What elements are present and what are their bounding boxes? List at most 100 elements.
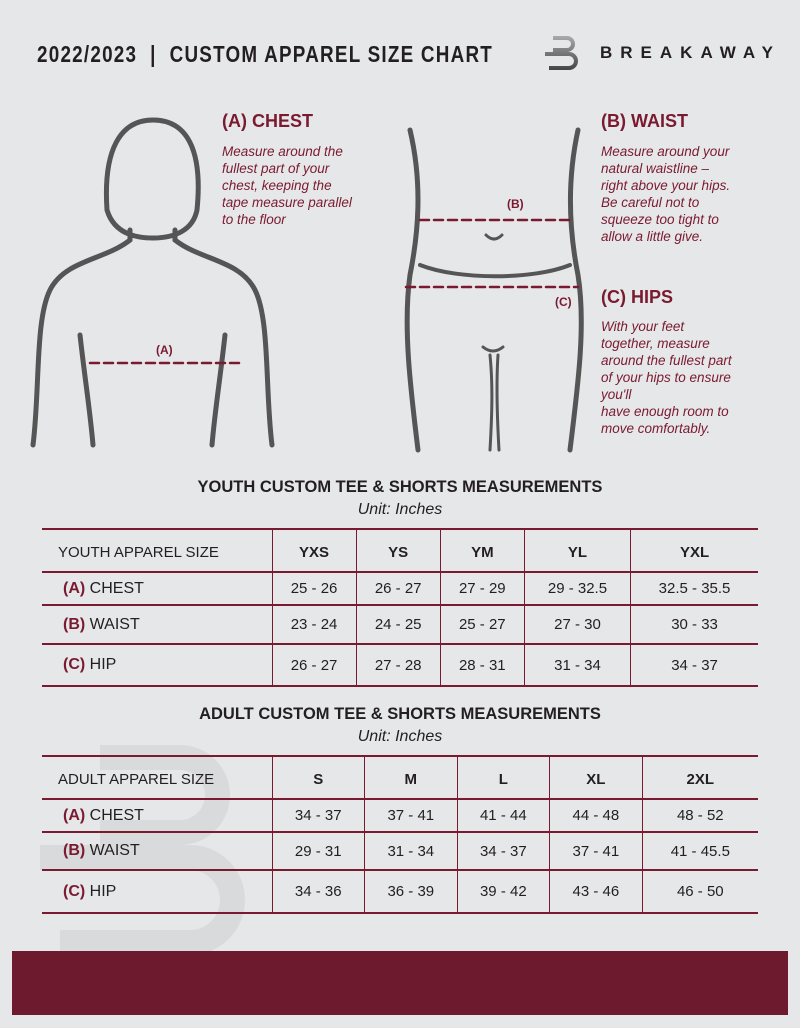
table-row: (C) HIP 34 - 36 36 - 39 39 - 42 43 - 46 46 - … <box>42 869 758 914</box>
row-name: CHEST <box>89 806 144 824</box>
text-line: Be careful not to <box>601 195 700 210</box>
table-cell: 41 - 44 <box>456 798 550 833</box>
text-line: tape measure parallel <box>222 195 352 210</box>
table-cell: 25 - 27 <box>439 604 525 645</box>
table-cell: 44 - 48 <box>549 798 643 833</box>
hips-heading: (C) HIPS <box>601 287 673 307</box>
table-row: (B) WAIST 23 - 24 24 - 25 25 - 27 27 - 30 30 … <box>42 604 758 645</box>
column-header: XL <box>549 755 643 800</box>
brand-name: BREAKAWAY <box>600 43 781 62</box>
table-cell: 28 - 31 <box>439 643 525 687</box>
text-line: Measure around the <box>222 144 343 159</box>
table-cell: 25 - 26 <box>271 571 357 606</box>
text-line: squeeze too tight to <box>601 212 719 227</box>
column-header: 2XL <box>641 755 758 800</box>
table-cell: 34 - 37 <box>271 798 365 833</box>
column-header: YS <box>355 528 441 573</box>
row-name: WAIST <box>89 615 140 633</box>
table-cell: 41 - 45.5 <box>641 831 758 871</box>
table-row: (A) CHEST 34 - 37 37 - 41 41 - 44 44 - 48 48 … <box>42 798 758 833</box>
row-name: HIP <box>89 656 117 673</box>
text-line: Measure around your <box>601 144 730 159</box>
row-label: (C) HIP <box>42 643 272 687</box>
text-line: chest, keeping the <box>222 178 332 193</box>
youth-table-title: YOUTH CUSTOM TEE & SHORTS MEASUREMENTS <box>197 478 603 496</box>
youth-unit: Unit: Inches <box>357 501 443 518</box>
table-cell: 29 - 32.5 <box>523 571 631 606</box>
table-cell: 26 - 27 <box>355 571 441 606</box>
table-cell: 26 - 27 <box>271 643 357 687</box>
row-label: (B) WAIST <box>42 604 272 645</box>
hips-instructions: With your feet together, measure around th… <box>601 318 732 437</box>
row-label: (A) CHEST <box>42 571 272 606</box>
header-row: ADULT APPAREL SIZE S M L XL 2XL <box>42 755 758 800</box>
text-line: of your hips to ensure <box>601 370 731 385</box>
column-header: YM <box>439 528 525 573</box>
text-line: right above your hips. <box>601 178 731 193</box>
text-line: have enough room to <box>601 404 729 419</box>
upper-body-illustration <box>30 117 275 448</box>
column-header: L <box>456 755 550 800</box>
text-line: move comfortably. <box>601 421 711 436</box>
page-title: 2022/2023 | CUSTOM APPAREL SIZE CHART <box>37 41 494 67</box>
table-cell: 23 - 24 <box>271 604 357 645</box>
text-line: With your feet <box>601 319 685 334</box>
table-cell: 31 - 34 <box>523 643 631 687</box>
hips-marker: (C) <box>555 295 572 309</box>
table-cell: 27 - 28 <box>355 643 441 687</box>
table-cell: 37 - 41 <box>549 831 643 871</box>
row-letter: (A) <box>63 579 86 597</box>
table-row: (A) CHEST 25 - 26 26 - 27 27 - 29 29 - 32.5 3… <box>42 571 758 606</box>
waist-heading: (B) WAIST <box>601 111 688 131</box>
text-line: you'll <box>601 387 632 402</box>
row-label: (B) WAIST <box>42 831 272 871</box>
column-header: YXL <box>630 528 758 573</box>
table-row: (C) HIP 26 - 27 27 - 28 28 - 31 31 - 34 34 - … <box>42 643 758 687</box>
table-cell: 30 - 33 <box>630 604 758 645</box>
row-letter: (B) <box>63 615 86 633</box>
table-cell: 31 - 34 <box>364 831 458 871</box>
table-cell: 39 - 42 <box>456 869 550 914</box>
table-cell: 36 - 39 <box>364 869 458 914</box>
table-cell: 27 - 30 <box>523 604 631 645</box>
row-letter: (A) <box>63 806 86 824</box>
table-cell: 24 - 25 <box>355 604 441 645</box>
table-row: (B) WAIST 29 - 31 31 - 34 34 - 37 37 - 41 41 … <box>42 831 758 871</box>
text-line: to the floor <box>222 212 286 227</box>
adult-table-title: ADULT CUSTOM TEE & SHORTS MEASUREMENTS <box>199 705 601 723</box>
text-line: together, measure <box>601 336 710 351</box>
adult-size-table: ADULT APPAREL SIZE S M L XL 2XL (A) CHEST 34 - … <box>42 755 758 914</box>
text-line: allow a little give. <box>601 229 704 244</box>
table-cell: 34 - 36 <box>271 869 365 914</box>
column-header: YL <box>523 528 631 573</box>
table-cell: 34 - 37 <box>630 643 758 687</box>
column-header: M <box>364 755 458 800</box>
row-label: (A) CHEST <box>42 798 272 833</box>
adult-unit: Unit: Inches <box>357 728 443 745</box>
table-cell: 27 - 29 <box>439 571 525 606</box>
row-name: WAIST <box>89 842 140 859</box>
row-letter: (B) <box>63 842 86 859</box>
row-name: CHEST <box>89 579 144 597</box>
chest-marker: (A) <box>156 343 173 357</box>
breakaway-logo-icon <box>545 36 578 70</box>
waist-marker: (B) <box>507 197 524 211</box>
text-line: fullest part of your <box>222 161 330 176</box>
column-header: YXS <box>271 528 357 573</box>
table-cell: 48 - 52 <box>641 798 758 833</box>
column-header: YOUTH APPAREL SIZE <box>42 528 272 573</box>
row-letter: (C) <box>63 656 86 673</box>
table-cell: 29 - 31 <box>271 831 365 871</box>
header-row: YOUTH APPAREL SIZE YXS YS YM YL YXL <box>42 528 758 573</box>
row-label: (C) HIP <box>42 869 272 914</box>
table-cell: 43 - 46 <box>549 869 643 914</box>
table-cell: 34 - 37 <box>456 831 550 871</box>
text-line: around the fullest part <box>601 353 732 368</box>
table-cell: 46 - 50 <box>641 869 758 914</box>
text-line: natural waistline – <box>601 161 710 176</box>
column-header: S <box>271 755 365 800</box>
footer-band <box>12 951 788 1015</box>
column-header: ADULT APPAREL SIZE <box>42 755 272 800</box>
table-cell: 37 - 41 <box>364 798 458 833</box>
lower-body-illustration <box>404 127 584 453</box>
